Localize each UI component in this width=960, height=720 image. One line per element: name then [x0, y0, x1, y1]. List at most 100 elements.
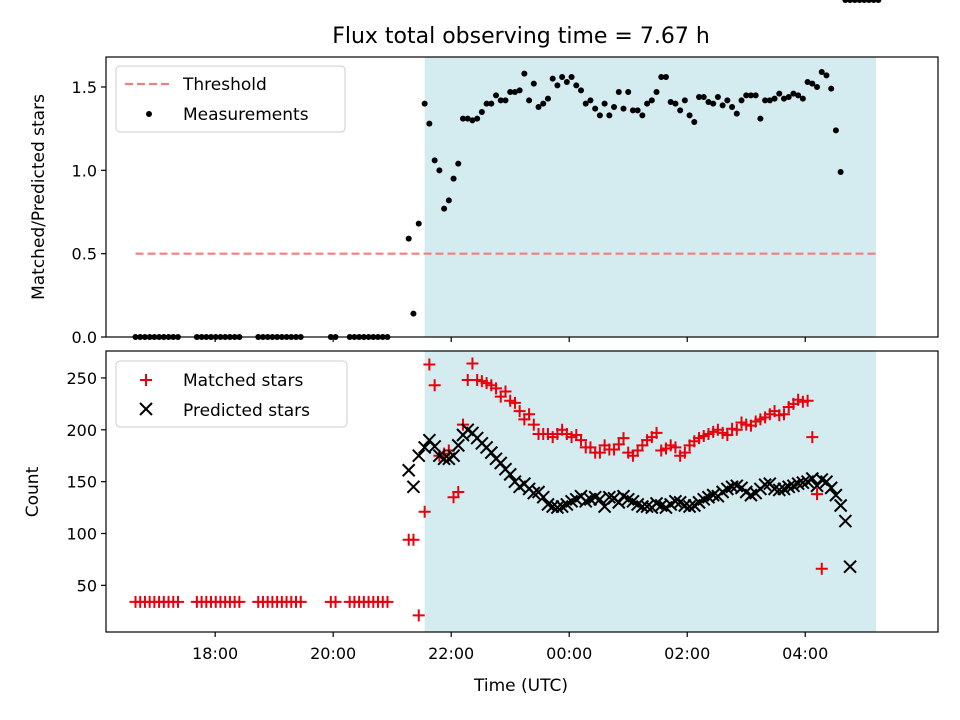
bottom-panel-ylabel: Count: [23, 466, 43, 517]
measurements-point: [569, 74, 575, 80]
x-tick-label: 00:00: [546, 644, 592, 663]
measurements-point: [710, 101, 716, 107]
x-tick-label: 22:00: [428, 644, 474, 663]
measurements-point: [734, 111, 740, 117]
measurements-point: [838, 169, 844, 175]
measurements-point: [753, 92, 759, 98]
measurements-point: [554, 82, 560, 88]
x-tick-label: 18:00: [192, 644, 238, 663]
measurements-point: [687, 112, 693, 118]
measurements-point: [422, 101, 428, 107]
y-tick-label: 1.5: [72, 78, 97, 97]
measurements-point: [715, 94, 721, 100]
measurements-point: [606, 112, 612, 118]
measurements-point: [564, 79, 570, 85]
measurements-point: [639, 112, 645, 118]
y-tick-label: 250: [66, 369, 97, 388]
measurements-point: [493, 92, 499, 98]
measurements-point: [772, 96, 778, 102]
measurements-point: [720, 102, 726, 108]
measurements-point: [592, 106, 598, 112]
y-tick-label: 100: [66, 524, 97, 543]
measurements-point: [502, 97, 508, 103]
x-tick-label: 20:00: [310, 644, 356, 663]
y-tick-label: 1.0: [72, 161, 97, 180]
measurements-point: [620, 106, 626, 112]
measurements-point: [436, 167, 442, 173]
legend-matched-label: Matched stars: [183, 371, 303, 391]
measurements-point: [757, 116, 763, 122]
measurements-point: [616, 89, 622, 95]
measurements-point: [455, 161, 461, 167]
measurements-point: [545, 96, 551, 102]
measurements-point: [672, 101, 678, 107]
x-tick-label: 02:00: [664, 644, 710, 663]
legend-measurements-label: Measurements: [183, 105, 309, 125]
top-panel-legend: Threshold Measurements: [116, 66, 345, 132]
measurements-point: [828, 86, 834, 92]
measurements-point: [677, 107, 683, 113]
bottom-panel-observing-window: [425, 351, 876, 632]
measurements-point: [540, 101, 546, 107]
measurements-point: [573, 82, 579, 88]
measurements-point: [441, 206, 447, 212]
measurements-point: [446, 197, 452, 203]
measurements-point: [451, 176, 457, 182]
x-tick-label: 04:00: [782, 644, 828, 663]
measurements-point: [625, 89, 631, 95]
measurements-point: [823, 72, 829, 78]
measurements-point: [597, 112, 603, 118]
legend-measurements-marker: [146, 111, 152, 117]
measurements-point: [432, 157, 438, 163]
measurements-point: [800, 96, 806, 102]
measurements-point: [479, 109, 485, 115]
measurements-point: [649, 97, 655, 103]
measurements-point: [654, 89, 660, 95]
measurements-point: [474, 116, 480, 122]
chart-title: Flux total observing time = 7.67 h: [332, 24, 710, 49]
measurements-point: [521, 71, 527, 77]
measurements-point: [488, 101, 494, 107]
measurements-point: [833, 127, 839, 133]
measurements-point: [559, 74, 565, 80]
measurements-point: [814, 84, 820, 90]
measurements-point: [611, 104, 617, 110]
measurements-point: [410, 311, 416, 317]
y-tick-label: 50: [77, 576, 97, 595]
measurements-point: [416, 221, 422, 227]
measurements-point: [578, 87, 584, 93]
legend-threshold-label: Threshold: [182, 75, 267, 95]
matched-stars-point: [413, 609, 425, 621]
x-axis-label: Time (UTC): [473, 676, 568, 696]
measurements-point: [701, 94, 707, 100]
y-tick-label: 0.0: [72, 328, 97, 347]
measurements-point: [517, 87, 523, 93]
top-panel: 0.00.51.01.5 Matched/Predicted stars Thr…: [29, 0, 938, 347]
y-tick-label: 200: [66, 421, 97, 440]
predicted-stars-point: [403, 464, 415, 476]
measurements-point: [550, 76, 556, 82]
measurements-point: [663, 74, 669, 80]
measurements-point: [724, 97, 730, 103]
measurements-point: [587, 97, 593, 103]
bottom-panel: 50 100 150 200 250 18:00 20:00 22:00 00:00 02:00…: [23, 351, 938, 696]
predicted-stars-point: [407, 481, 419, 493]
measurements-point: [682, 97, 688, 103]
measurements-point: [406, 236, 412, 242]
chart-figure: Flux total observing time = 7.67 h 0.0 0.…: [0, 0, 960, 720]
measurements-point: [875, 0, 881, 3]
measurements-point: [776, 91, 782, 97]
measurements-point: [526, 97, 532, 103]
predicted-stars-point: [413, 450, 425, 462]
measurements-point: [635, 107, 641, 113]
legend-predicted-label: Predicted stars: [183, 401, 310, 421]
measurements-point: [691, 119, 697, 125]
bottom-panel-legend: Matched stars Predicted stars: [116, 361, 347, 427]
y-tick-label: 0.5: [72, 245, 97, 264]
measurements-point: [602, 101, 608, 107]
measurements-point: [739, 97, 745, 103]
measurements-point: [729, 104, 735, 110]
measurements-point: [531, 81, 537, 87]
measurements-point: [426, 121, 432, 127]
y-tick-label: 150: [66, 473, 97, 492]
